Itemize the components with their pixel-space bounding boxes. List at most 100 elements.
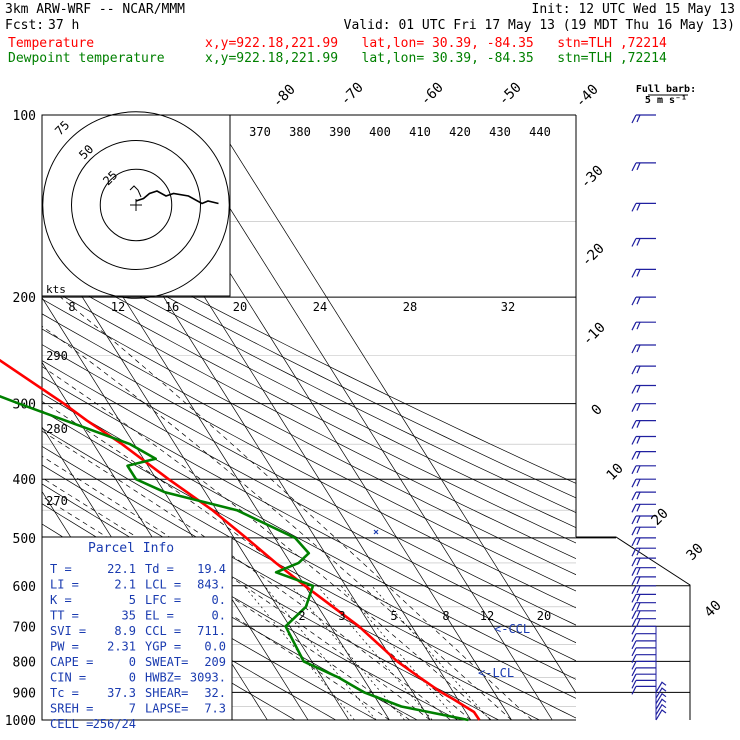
hodograph-low-level: [129, 185, 142, 198]
parcel-row-value: 256/24: [93, 717, 136, 731]
dry-adiabat-line: [42, 298, 576, 576]
wind-barb: [631, 451, 656, 460]
dry-adiabat-line: [42, 410, 576, 699]
parcel-row-label: LCL =: [145, 578, 181, 592]
init-time: Init: 12 UTC Wed 15 May 13: [531, 2, 736, 17]
pressure-tick-label: 800: [13, 655, 36, 670]
parcel-info-title: Parcel Info: [88, 541, 174, 556]
dry-adiabat-line: [42, 215, 576, 484]
wind-barb: [631, 647, 656, 657]
mixing-ratio-low-label: 12: [480, 609, 494, 623]
wind-barb: [631, 296, 656, 306]
moist-adiabat-line: [42, 366, 492, 720]
theta-tick-label: 380: [289, 125, 311, 139]
theta-e-tick-label: 290: [46, 349, 68, 363]
forecast-hours: 37 h: [48, 18, 80, 33]
wind-barb: [631, 420, 656, 429]
parcel-row-label: SWEAT=: [145, 655, 188, 669]
wind-barb: [631, 162, 656, 172]
parcel-row-value: 3093.: [190, 671, 226, 685]
wind-barb: [631, 384, 656, 394]
theta-tick-label: 410: [409, 125, 431, 139]
parcel-row-value: 0.: [212, 593, 226, 607]
mixing-ratio-low-label: 2: [298, 609, 305, 623]
parcel-row-label: CELL =: [50, 717, 93, 731]
parcel-row-value: 2.31: [107, 640, 136, 654]
parcel-row-label: Tc =: [50, 686, 79, 700]
wind-barb: [631, 667, 656, 677]
wind-barb: [655, 692, 667, 705]
wind-barb-feather: [636, 321, 641, 330]
wind-barb: [655, 709, 667, 721]
wind-barb-feather: [636, 567, 641, 575]
ccl-marker: <-CCL: [494, 622, 530, 636]
parcel-row-label: LI =: [50, 578, 79, 592]
dry-adiabat-line: [42, 445, 541, 720]
wind-barb-feather: [636, 269, 641, 277]
wind-barb-feather: [636, 610, 641, 619]
dry-adiabat-line: [42, 344, 576, 626]
isotherm-line: [170, 115, 553, 720]
wind-barb-feather: [636, 515, 641, 524]
parcel-row-label: SREH =: [50, 702, 93, 716]
parcel-row-value: 711.: [197, 624, 226, 638]
wind-barb: [631, 515, 656, 525]
isotherm-line: [42, 297, 309, 720]
legend-temperature-location: x,y=922.18,221.99 lat,lon= 30.39, -84.35…: [205, 36, 667, 51]
parcel-row-value: 32.: [204, 686, 226, 700]
wind-barb-feather: [636, 296, 641, 305]
barb-key-label: Full barb:: [636, 84, 696, 95]
wind-barb: [631, 237, 656, 247]
model-title: 3km ARW-WRF -- NCAR/MMM: [5, 2, 186, 17]
dry-adiabat-line: [42, 328, 576, 609]
isotherm-tick-label: -50: [496, 80, 525, 109]
theta-tick-label: 370: [249, 125, 271, 139]
parcel-row-value: 7.3: [204, 702, 226, 716]
wind-barb: [631, 321, 656, 331]
parcel-row-label: LFC =: [145, 593, 181, 607]
wind-barb-feather: [636, 547, 641, 556]
parcel-row-value: 5: [129, 593, 136, 607]
legend-dewpoint-label: Dewpoint temperature: [8, 51, 165, 66]
wind-barb-feather: [636, 526, 641, 535]
wind-barb-feather: [636, 162, 641, 171]
parcel-row-label: SHEAR=: [145, 686, 188, 700]
wind-barb: [631, 610, 656, 620]
parcel-row-value: 0: [129, 655, 136, 669]
isotherm-tick-label: -70: [338, 80, 367, 109]
wind-barb-feather: [636, 365, 641, 374]
mixing-ratio-top-label: 28: [403, 300, 417, 314]
wind-barb-feather: [636, 602, 641, 610]
theta-tick-label: 390: [329, 125, 351, 139]
isotherm-tick-label: -80: [270, 82, 299, 111]
wind-barb: [631, 478, 656, 488]
wind-barb: [631, 491, 656, 501]
parcel-info-box: [41, 536, 233, 721]
mixing-ratio-top-label: 32: [501, 300, 515, 314]
parcel-row-value: 37.3: [107, 686, 136, 700]
pressure-tick-label: 700: [13, 620, 36, 635]
valid-time: Valid: 01 UTC Fri 17 May 13 (19 MDT Thu …: [343, 18, 735, 33]
wind-barb: [655, 687, 667, 699]
isotherm-tick-label: -20: [579, 241, 608, 270]
parcel-row-value: 2.1: [114, 578, 136, 592]
wind-barb: [631, 114, 656, 124]
mixing-ratio-low-label: 5: [390, 609, 397, 623]
parcel-row-value: 843.: [197, 578, 226, 592]
wind-barb: [631, 526, 656, 536]
wind-barb: [631, 625, 656, 635]
parcel-row-label: Td =: [145, 562, 174, 576]
wind-barb: [631, 567, 656, 576]
pressure-tick-label: 400: [13, 473, 36, 488]
dry-adiabat-line: [42, 376, 576, 662]
parcel-row-value: 8.9: [114, 624, 136, 638]
theta-tick-label: 440: [529, 125, 551, 139]
wind-barbs-column: Full barb:5 m s⁻¹: [631, 84, 696, 721]
wind-barb: [631, 403, 656, 412]
hodograph-ring: [42, 111, 230, 299]
dry-adiabat-line: [42, 255, 576, 529]
wind-barb: [655, 681, 667, 693]
mixing-ratio-low-label: 20: [537, 609, 551, 623]
dry-adiabat-line: [42, 427, 576, 719]
